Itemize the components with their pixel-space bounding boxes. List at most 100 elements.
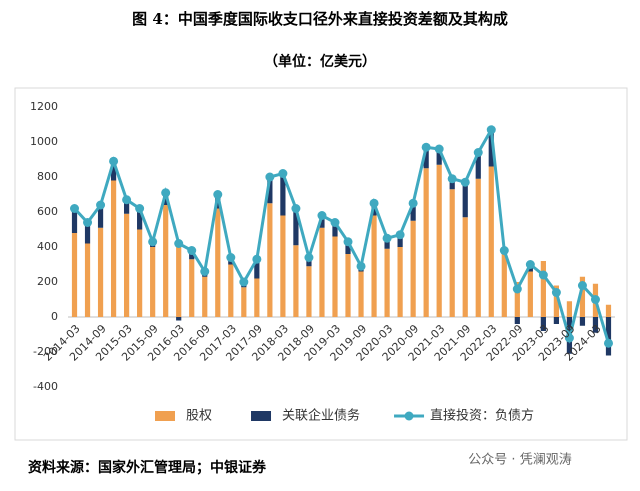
bar [150,247,156,317]
line-point [551,288,561,297]
bar [488,129,494,167]
bar [84,222,91,244]
bar [228,264,234,317]
bar [605,304,612,317]
line-point [122,195,132,205]
bar [514,282,520,317]
bar [436,149,442,165]
line-point [486,125,496,135]
line-point [174,239,184,248]
line-point [395,230,405,240]
bar [202,276,208,317]
line-point [252,254,262,264]
y-tick-label: -200 [33,345,58,358]
legend-label: 关联企业债务 [282,408,360,424]
bar [137,229,143,317]
line-point [603,338,613,348]
bar [566,301,573,317]
bar [189,259,195,317]
line-point [590,295,600,304]
bar [306,266,312,317]
line-point [369,198,379,208]
bar [384,248,390,317]
bar [475,178,481,317]
line-point [70,204,80,213]
bar [267,177,273,204]
bar [540,317,546,331]
legend-key [155,411,175,421]
chart-subtitle: （单位：亿美元） [264,53,376,70]
bar [319,215,325,228]
line-point [304,253,314,262]
bar [110,161,117,181]
y-tick-label: 0 [51,310,58,323]
bar [449,178,455,190]
line-point [161,188,171,198]
line-point [473,148,483,157]
bar [540,261,546,317]
bar [579,317,586,326]
y-tick-label: 1000 [30,135,58,148]
bar [110,180,117,317]
bar [553,285,559,317]
watermark: 公众号 · 凭澜观涛 [468,452,571,468]
bar [592,317,599,333]
bar [514,317,520,324]
bar [254,259,260,279]
chart-frame [14,87,628,441]
y-tick-label: 1200 [30,100,58,113]
bar [97,227,104,317]
line-point [317,211,327,220]
line-point [564,333,574,343]
legend-label: 股权 [186,408,212,424]
legend-label: 直接投资：负债方 [430,408,534,424]
line-point [421,142,431,152]
bar [384,238,390,249]
bar [397,247,403,317]
bar [449,189,455,317]
bar [293,245,299,317]
line-point [512,284,522,294]
bar [124,213,130,317]
line-point [408,198,418,208]
bar [371,215,377,317]
bar [71,233,78,317]
bar [579,276,586,317]
bar [137,208,143,230]
y-tick-label: 200 [37,275,58,288]
bar [124,199,130,214]
line-point [291,204,301,213]
bar [462,182,468,218]
bar [423,168,429,317]
line-point [239,277,249,287]
bar [345,241,351,254]
bar [71,208,78,233]
legend-key [251,411,272,421]
line-point [187,246,197,255]
line [73,124,610,344]
bar [176,317,182,321]
y-tick-label: 400 [37,240,58,253]
line-point [499,246,509,255]
line-point [382,233,392,243]
bar [501,254,507,317]
bar [241,287,247,317]
bar [176,247,182,317]
bar [332,236,338,317]
line-point [460,177,470,187]
line-point [135,204,145,213]
y-tick-label: 800 [37,170,58,183]
bar [397,234,403,247]
line-point [226,253,236,262]
line-point [330,218,340,227]
bar [410,220,416,317]
y-tick-label: -400 [33,380,58,393]
line-point [83,218,93,227]
bar [254,278,260,317]
bar [280,173,286,216]
line-point [356,261,366,271]
line-point [538,270,548,280]
bar [358,271,364,317]
bar [293,208,299,246]
line-point [525,260,535,269]
